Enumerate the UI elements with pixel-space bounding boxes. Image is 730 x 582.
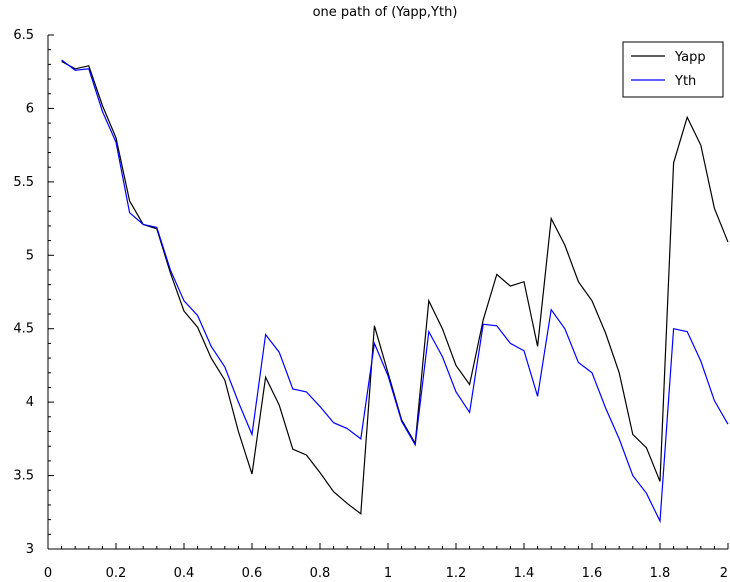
y-tick-label: 4 — [26, 395, 34, 410]
y-tick-label: 6 — [26, 101, 34, 116]
x-axis-ticks: 0 0.2 0.4 0.6 0.8 1 1.2 1.4 1.6 1.8 2 — [44, 543, 729, 581]
y-tick-label: 5 — [26, 248, 34, 263]
legend-box — [622, 41, 724, 98]
x-tick-label: 1.8 — [650, 566, 671, 581]
x-tick-label: 1 — [384, 566, 392, 581]
legend: Yapp Yth — [622, 41, 724, 98]
chart-title: one path of (Yapp,Yth) — [313, 5, 458, 20]
x-tick-label: 0.2 — [106, 566, 127, 581]
y-tick-label: 3.5 — [13, 469, 34, 484]
series-line-yth — [61, 59, 729, 524]
x-tick-label: 0 — [44, 566, 52, 581]
legend-label-yapp: Yapp — [674, 50, 706, 65]
legend-label-yth: Yth — [674, 74, 696, 89]
x-tick-label: 1.4 — [514, 566, 535, 581]
x-tick-label: 0.4 — [174, 566, 195, 581]
y-tick-label: 6.5 — [13, 28, 34, 43]
y-tick-label: 5.5 — [13, 175, 34, 190]
y-tick-label: 3 — [26, 542, 34, 557]
y-axis-ticks: 3 3.5 4 4.5 5 5.5 6 6.5 — [13, 28, 54, 557]
x-tick-label: 2 — [720, 566, 728, 581]
x-tick-label: 0.8 — [310, 566, 331, 581]
y-tick-label: 4.5 — [13, 322, 34, 337]
series-lines — [61, 59, 729, 524]
x-tick-label: 1.2 — [446, 566, 467, 581]
x-tick-label: 0.6 — [242, 566, 263, 581]
plot-axes — [47, 35, 728, 550]
x-tick-label: 1.6 — [582, 566, 603, 581]
series-line-yapp — [61, 60, 729, 515]
